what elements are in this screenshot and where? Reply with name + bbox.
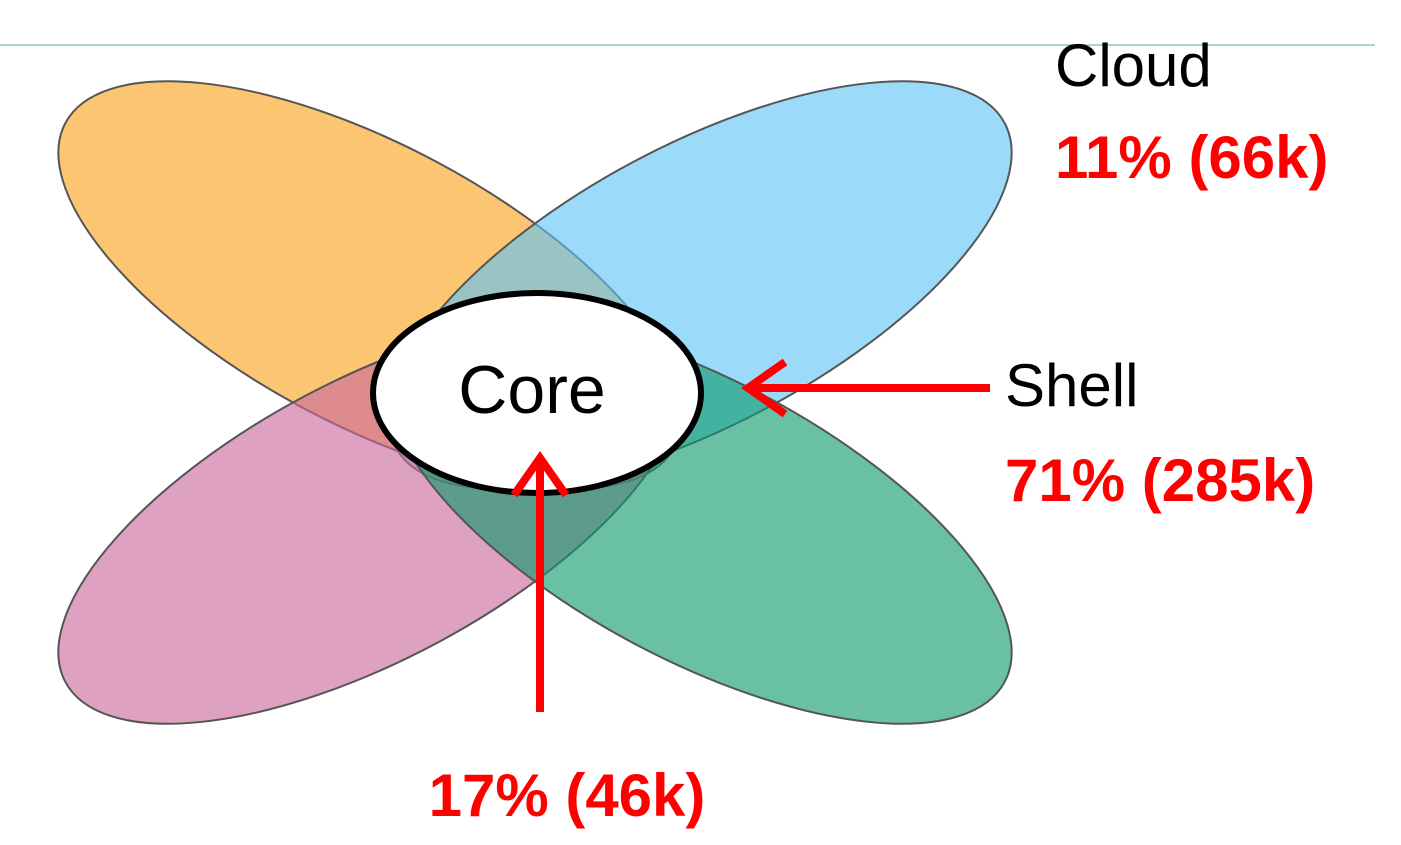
cloud-share: 11% (66k) bbox=[1055, 124, 1329, 191]
core-share: 17% (46k) bbox=[429, 762, 706, 829]
shell-label: Shell bbox=[1005, 352, 1138, 419]
core-label: Core bbox=[458, 352, 605, 428]
shell-arrowhead bbox=[741, 358, 788, 418]
shell-share: 71% (285k) bbox=[1005, 447, 1315, 514]
core-arrowhead bbox=[510, 451, 570, 498]
cloud-label: Cloud bbox=[1055, 32, 1212, 99]
arrows bbox=[510, 358, 990, 712]
